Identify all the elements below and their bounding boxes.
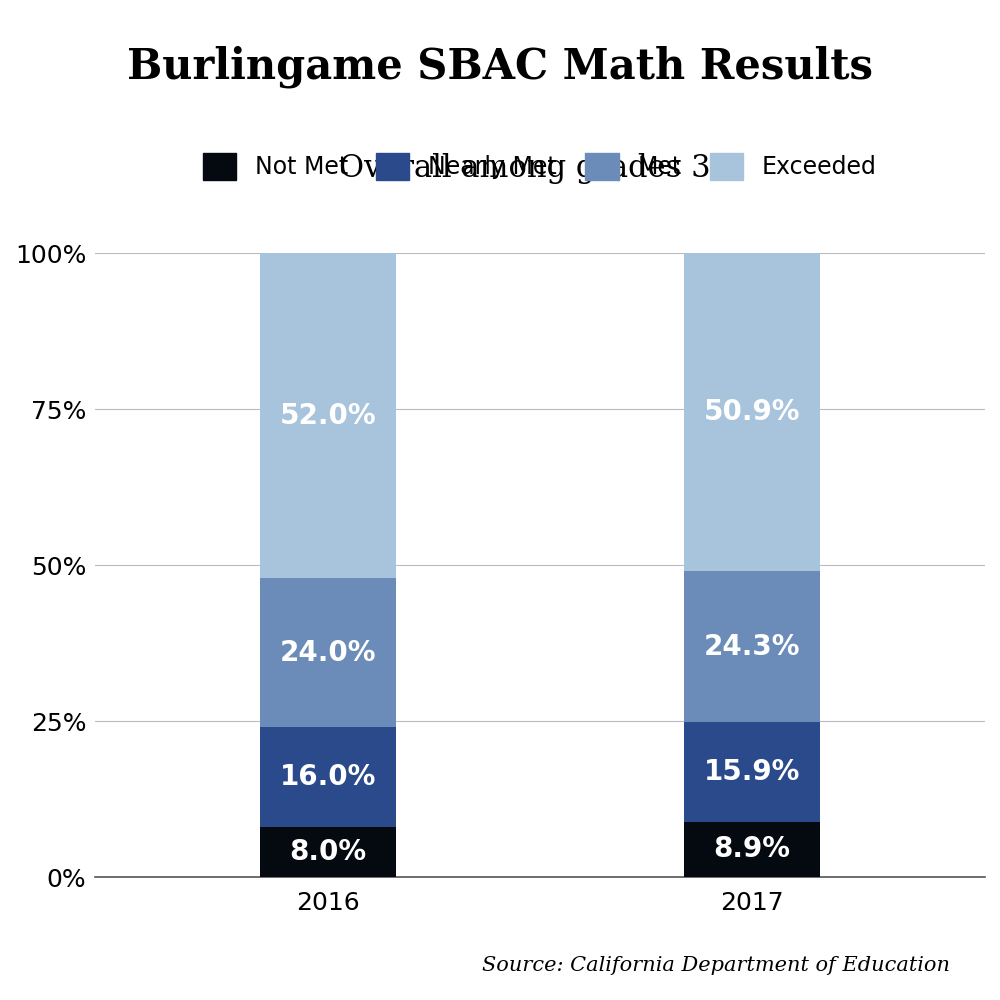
Title: Overall among grades 3-8: Overall among grades 3-8 (339, 153, 741, 184)
Bar (684, 822, 820, 877)
Text: 24.3%: 24.3% (704, 633, 800, 661)
Text: 50.9%: 50.9% (704, 398, 800, 426)
Bar (260, 827, 396, 877)
Text: 8.0%: 8.0% (289, 838, 366, 866)
Bar (260, 578, 396, 727)
Text: 24.0%: 24.0% (280, 639, 376, 667)
Bar (684, 253, 820, 571)
Text: 16.0%: 16.0% (280, 763, 376, 791)
Legend: Not Met, Nearly Met, Met, Exceeded: Not Met, Nearly Met, Met, Exceeded (193, 144, 886, 190)
Text: 52.0%: 52.0% (280, 402, 376, 430)
Bar (684, 571, 820, 722)
Text: Source: California Department of Education: Source: California Department of Educati… (482, 956, 950, 975)
Bar (260, 727, 396, 827)
Bar (684, 722, 820, 822)
Text: Burlingame SBAC Math Results: Burlingame SBAC Math Results (127, 45, 873, 88)
Text: 8.9%: 8.9% (713, 835, 790, 863)
Bar (260, 253, 396, 578)
Text: 15.9%: 15.9% (704, 758, 800, 786)
